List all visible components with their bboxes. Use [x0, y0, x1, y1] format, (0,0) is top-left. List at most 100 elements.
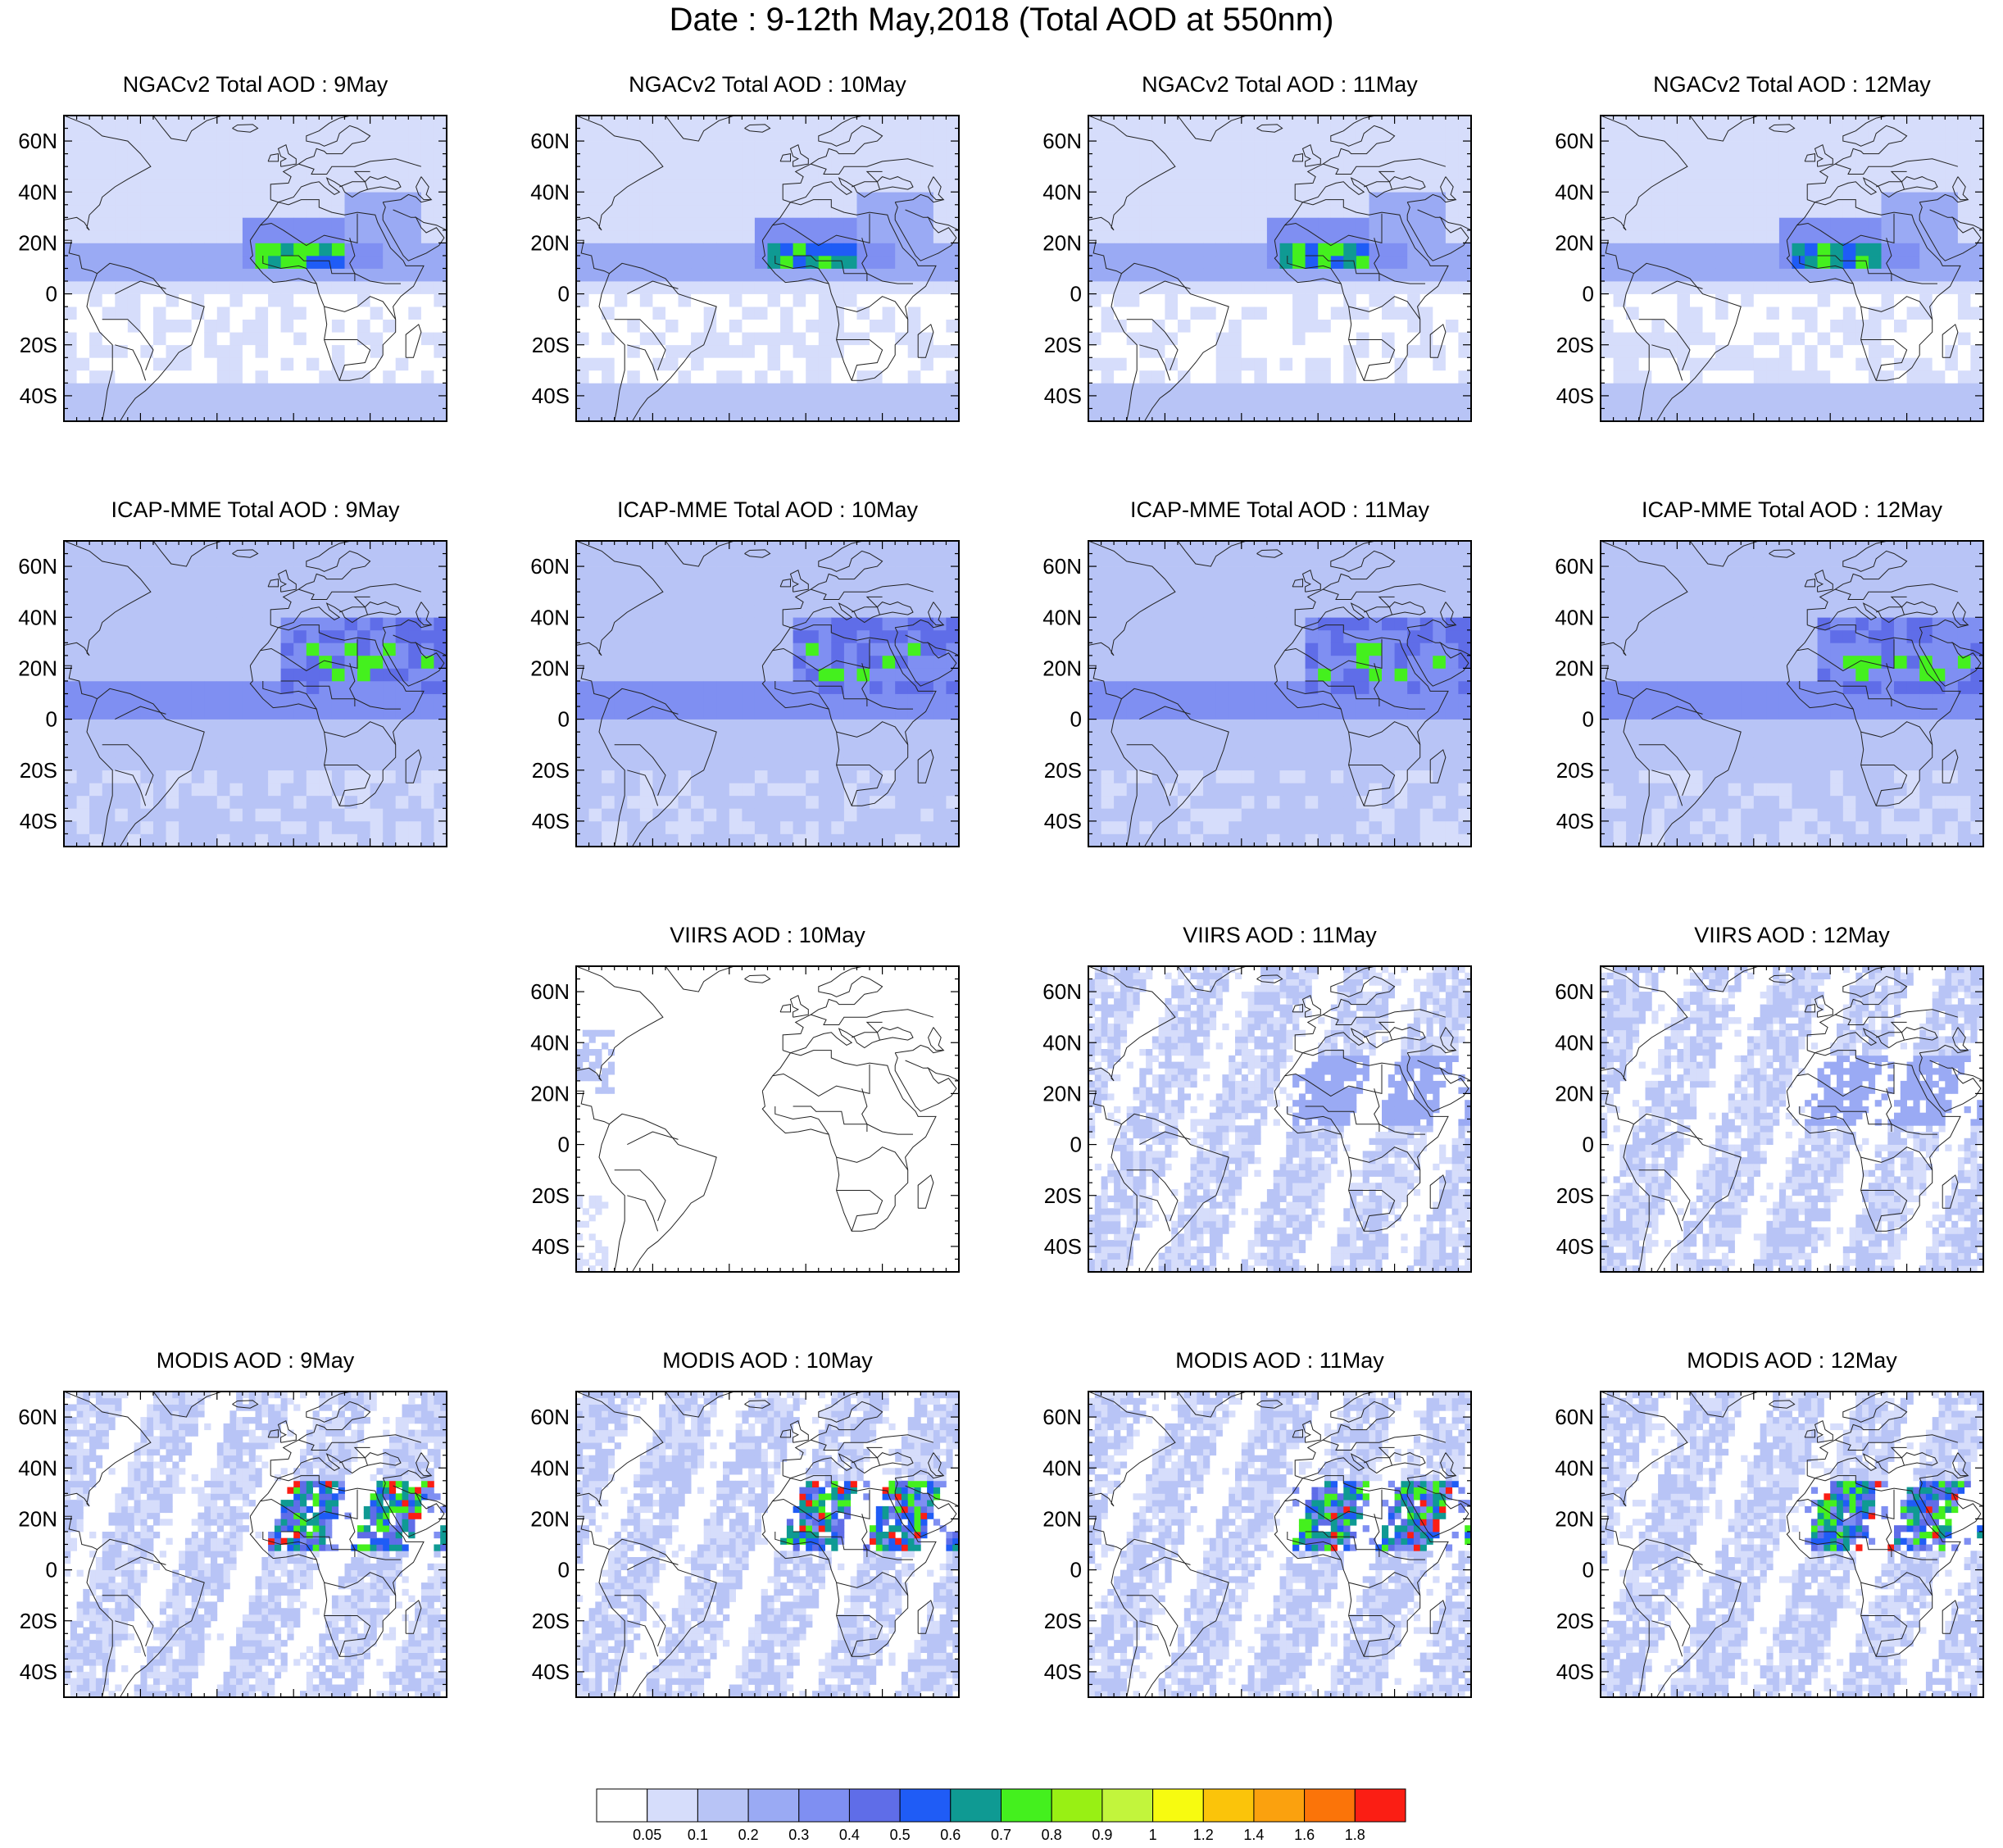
aod-cell: [767, 783, 781, 797]
aod-cell: [806, 719, 820, 733]
map-outline: [270, 116, 371, 200]
aod-cell: [89, 395, 103, 409]
aod-cell: [907, 579, 921, 593]
aod-cell: [1279, 833, 1293, 847]
aod-cell: [1394, 268, 1408, 282]
aod-cell: [1254, 408, 1268, 421]
aod-cell: [280, 642, 294, 656]
aod-cell: [831, 344, 845, 358]
aod-cell: [920, 795, 934, 809]
aod-cell: [293, 783, 307, 797]
aod-cell: [179, 655, 193, 669]
aod-cell: [1741, 293, 1755, 307]
aod-cell: [204, 128, 218, 142]
aod-cell: [344, 706, 358, 720]
aod-cell: [1792, 204, 1805, 218]
aod-cell: [1343, 306, 1357, 320]
aod-cell: [678, 395, 692, 409]
aod-cell: [64, 344, 77, 358]
aod-cell: [1203, 604, 1217, 618]
aod-cell: [306, 306, 320, 320]
aod-cell: [1906, 281, 1920, 294]
aod-cell: [1279, 243, 1293, 257]
aod-cell: [716, 744, 730, 758]
aod-cell: [1151, 592, 1165, 606]
aod-cell: [678, 217, 692, 231]
aod-cell: [1651, 243, 1665, 257]
aod-cell: [729, 395, 743, 409]
aod-cell: [1330, 256, 1344, 269]
aod-cell: [691, 693, 705, 707]
aod-cell: [729, 808, 743, 822]
aod-cell: [395, 655, 409, 669]
aod-cell: [1101, 344, 1115, 358]
aod-cell: [1664, 357, 1678, 371]
aod-cell: [1677, 141, 1691, 154]
aod-cell: [614, 833, 628, 847]
aod-cell: [293, 770, 307, 783]
aod-cell: [434, 808, 447, 822]
aod-cell: [716, 344, 730, 358]
aod-cell: [1190, 629, 1204, 643]
aod-cell: [780, 617, 794, 631]
map-svg: 60N40N20N020S40S90W60W30W030E60E: [1042, 115, 1472, 422]
map-outline: [152, 116, 223, 142]
aod-cell: [1165, 179, 1179, 193]
aod-cell: [780, 116, 794, 129]
aod-cell: [370, 229, 384, 243]
aod-cell: [806, 579, 820, 593]
aod-cell: [344, 629, 358, 643]
aod-cell: [1254, 306, 1268, 320]
aod-cell: [102, 141, 116, 154]
aod-cell: [1229, 217, 1242, 231]
aod-cell: [357, 128, 370, 142]
aod-cell: [907, 820, 921, 834]
aod-cell: [1101, 141, 1115, 154]
aod-cell: [754, 833, 768, 847]
aod-cell: [319, 744, 333, 758]
aod-cell: [576, 732, 589, 745]
aod-cell: [1266, 808, 1280, 822]
aod-cell: [1651, 192, 1665, 206]
aod-cell: [1805, 357, 1819, 371]
aod-cell: [1203, 357, 1217, 371]
aod-cell: [1165, 655, 1179, 669]
aod-cell: [1126, 153, 1140, 167]
aod-cell: [870, 141, 883, 154]
aod-cell: [370, 757, 384, 771]
aod-cell: [1203, 383, 1217, 397]
aod-cell: [1651, 217, 1665, 231]
aod-cell: [1178, 693, 1191, 707]
aod-cell: [306, 243, 320, 257]
aod-cell: [882, 668, 896, 682]
aod-cell: [576, 604, 589, 618]
map-svg: 60N40N20N020S40S90W60W30W030E60E: [530, 540, 960, 847]
aod-cell: [1369, 395, 1383, 409]
aod-cell: [1881, 229, 1895, 243]
aod-cell: [204, 668, 218, 682]
map-outline: [324, 721, 397, 745]
aod-cell: [933, 408, 947, 421]
aod-cell: [729, 693, 743, 707]
aod-cell: [920, 179, 934, 193]
aod-cell: [216, 566, 230, 579]
aod-cell: [1945, 268, 1959, 282]
aod-cell: [1394, 166, 1408, 180]
aod-cell: [216, 757, 230, 771]
aod-cell: [1254, 617, 1268, 631]
aod-cell: [818, 693, 832, 707]
aod-cell: [344, 319, 358, 333]
aod-cell: [395, 128, 409, 142]
aod-cell: [856, 344, 870, 358]
map-outline: [876, 602, 914, 615]
aod-cell: [703, 617, 717, 631]
aod-cell: [614, 204, 628, 218]
aod-cell: [1088, 116, 1101, 129]
aod-cell: [729, 153, 743, 167]
aod-cell: [1419, 395, 1433, 409]
lat-tick-label: 40N: [1042, 179, 1082, 204]
aod-cell: [742, 332, 756, 346]
aod-cell: [933, 783, 947, 797]
aod-cell: [1203, 579, 1217, 593]
aod-cell: [946, 166, 959, 180]
